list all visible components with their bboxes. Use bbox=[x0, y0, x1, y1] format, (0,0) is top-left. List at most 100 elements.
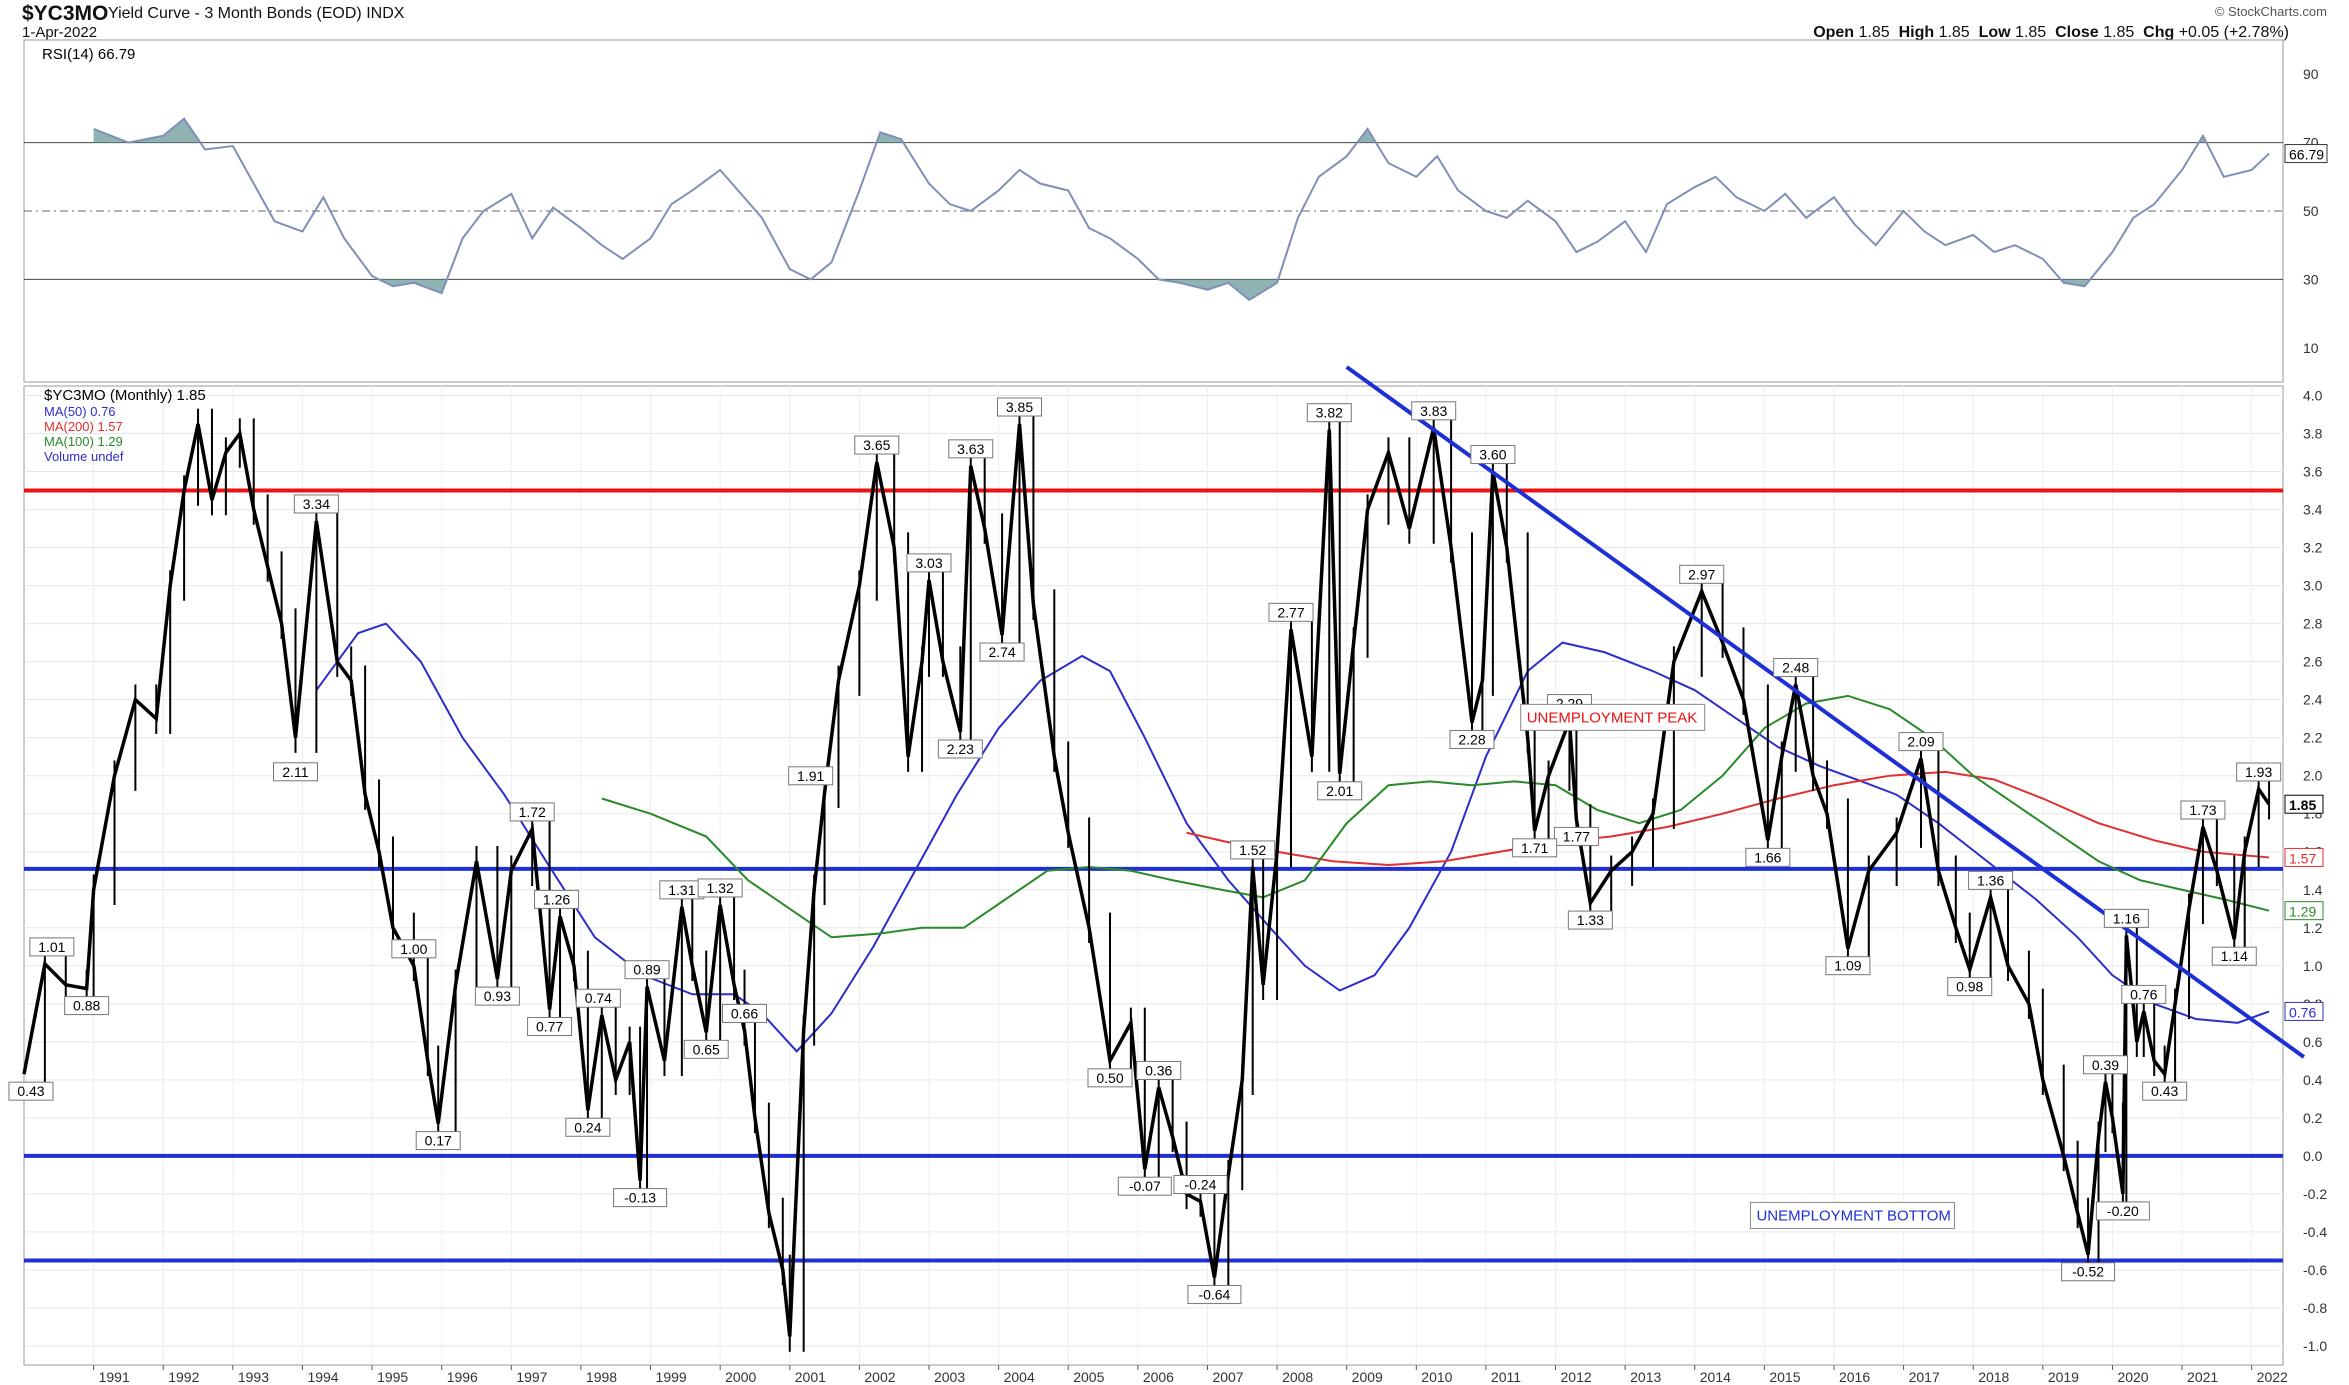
annotation-box bbox=[1749, 1201, 1955, 1229]
x-tick-label: 2007 bbox=[1212, 1369, 1243, 1385]
value-label: 1.14 bbox=[2221, 948, 2248, 964]
value-label: -0.24 bbox=[1185, 1177, 1217, 1193]
price-tick-label: 3.2 bbox=[2303, 540, 2323, 556]
value-label-box bbox=[509, 802, 555, 822]
price-tick-label: 0.0 bbox=[2303, 1148, 2323, 1164]
last-value-tag bbox=[2284, 794, 2324, 814]
annotation-box bbox=[1520, 703, 1706, 731]
value-label-box bbox=[1567, 910, 1613, 930]
value-label-box bbox=[527, 1017, 573, 1037]
last-value-text: 1.85 bbox=[2289, 797, 2316, 813]
value-label-box bbox=[1898, 732, 1944, 752]
value-label: -0.52 bbox=[2072, 1264, 2104, 1280]
value-label: 1.71 bbox=[1521, 840, 1548, 856]
value-label: -0.20 bbox=[2107, 1203, 2139, 1219]
x-tick-label: 1998 bbox=[586, 1369, 617, 1385]
value-label: 3.03 bbox=[915, 555, 942, 571]
last-value-tag bbox=[2284, 901, 2324, 921]
price-tick-label: 0.4 bbox=[2303, 1072, 2323, 1088]
value-label-box bbox=[2082, 1055, 2128, 1075]
legend-main: $YC3MO (Monthly) 1.85 bbox=[44, 387, 206, 404]
value-label-box bbox=[474, 986, 520, 1006]
value-label: 0.17 bbox=[425, 1133, 452, 1149]
x-tick-label: 2006 bbox=[1143, 1369, 1174, 1385]
price-tick-label: 2.8 bbox=[2303, 616, 2323, 632]
value-label: 0.93 bbox=[484, 988, 511, 1004]
x-tick-label: 2016 bbox=[1839, 1369, 1870, 1385]
price-legend: $YC3MO (Monthly) 1.85 MA(50) 0.76 MA(200… bbox=[44, 387, 206, 464]
value-label: 0.65 bbox=[693, 1041, 720, 1057]
value-label-box bbox=[8, 1081, 54, 1101]
value-label: 0.88 bbox=[73, 998, 100, 1014]
value-label: 3.82 bbox=[1316, 405, 1343, 421]
rsi-legend: RSI(14) 66.79 bbox=[42, 46, 135, 63]
value-label-box bbox=[613, 1188, 668, 1208]
downtrend-line bbox=[1345, 365, 2306, 1059]
x-tick-label: 2008 bbox=[1282, 1369, 1313, 1385]
last-value-tag bbox=[2284, 847, 2324, 867]
x-tick-label: 2019 bbox=[2048, 1369, 2079, 1385]
x-axis: 1991 1992 1993 1994 1995 1996 1997 1998 1999 2000… bbox=[93, 1365, 2288, 1385]
value-label-box bbox=[979, 642, 1025, 662]
value-label-box bbox=[722, 1003, 768, 1023]
value-label: 3.63 bbox=[957, 441, 984, 457]
value-label-box bbox=[1745, 847, 1791, 867]
value-label: 0.36 bbox=[1145, 1062, 1172, 1078]
value-label-box bbox=[1317, 781, 1363, 801]
x-tick-label: 2012 bbox=[1561, 1369, 1592, 1385]
value-label: 0.74 bbox=[585, 990, 612, 1006]
value-label: 1.00 bbox=[400, 941, 427, 957]
annotation-text: UNEMPLOYMENT BOTTOM bbox=[1756, 1207, 1950, 1224]
value-label-box bbox=[1968, 870, 2014, 890]
value-label: 0.76 bbox=[2130, 986, 2157, 1002]
value-label-box bbox=[1306, 403, 1352, 423]
value-label: 0.43 bbox=[2151, 1083, 2178, 1099]
x-tick-label: 1999 bbox=[656, 1369, 687, 1385]
x-tick-label: 2001 bbox=[795, 1369, 826, 1385]
rsi-line bbox=[93, 117, 2270, 302]
price-tick-label: 3.6 bbox=[2303, 464, 2323, 480]
value-label: 2.01 bbox=[1326, 783, 1353, 799]
value-label-box bbox=[1825, 956, 1871, 976]
value-label-box bbox=[415, 1131, 461, 1151]
rsi-current-tag bbox=[2284, 144, 2328, 164]
price-tick-label: 2.6 bbox=[2303, 654, 2323, 670]
value-label: 3.65 bbox=[863, 437, 890, 453]
x-tick-label: 1991 bbox=[99, 1369, 130, 1385]
value-label: 2.97 bbox=[1688, 566, 1715, 582]
x-tick-label: 2020 bbox=[2117, 1369, 2148, 1385]
value-label: 1.77 bbox=[1563, 828, 1590, 844]
rsi-tick-label: 50 bbox=[2303, 203, 2319, 219]
price-tick-label: -0.2 bbox=[2303, 1186, 2327, 1202]
value-label: 0.39 bbox=[2092, 1057, 2119, 1073]
rsi-oversold-fill bbox=[379, 279, 2091, 300]
x-tick-label: 1994 bbox=[307, 1369, 338, 1385]
value-label: 0.24 bbox=[574, 1119, 601, 1135]
value-label-box bbox=[906, 553, 952, 573]
value-label: 1.36 bbox=[1977, 872, 2004, 888]
value-label-box bbox=[534, 889, 580, 909]
value-label-box bbox=[948, 439, 994, 459]
value-label: 1.52 bbox=[1239, 842, 1266, 858]
legend-volume: Volume undef bbox=[44, 449, 124, 464]
price-tick-label: 0.2 bbox=[2303, 1110, 2323, 1126]
value-label-box bbox=[1087, 1068, 1133, 1088]
x-tick-label: 1995 bbox=[377, 1369, 408, 1385]
value-label-box bbox=[293, 494, 339, 514]
value-label: -0.13 bbox=[624, 1190, 656, 1206]
value-label-box bbox=[391, 939, 437, 959]
value-label-box bbox=[1187, 1285, 1242, 1305]
value-label: 0.66 bbox=[731, 1005, 758, 1021]
value-label: 1.66 bbox=[1754, 849, 1781, 865]
ma200-line bbox=[1186, 770, 2270, 867]
value-label: 1.72 bbox=[519, 804, 546, 820]
value-label: 2.11 bbox=[282, 764, 308, 780]
price-tick-label: 3.0 bbox=[2303, 578, 2323, 594]
value-label: 1.16 bbox=[2113, 910, 2140, 926]
value-label-box bbox=[1773, 657, 1819, 677]
ma100-line bbox=[601, 694, 2270, 939]
value-label: -0.64 bbox=[1198, 1287, 1230, 1303]
value-label-box bbox=[683, 1039, 729, 1059]
chart-date: 1-Apr-2022 bbox=[22, 24, 98, 41]
